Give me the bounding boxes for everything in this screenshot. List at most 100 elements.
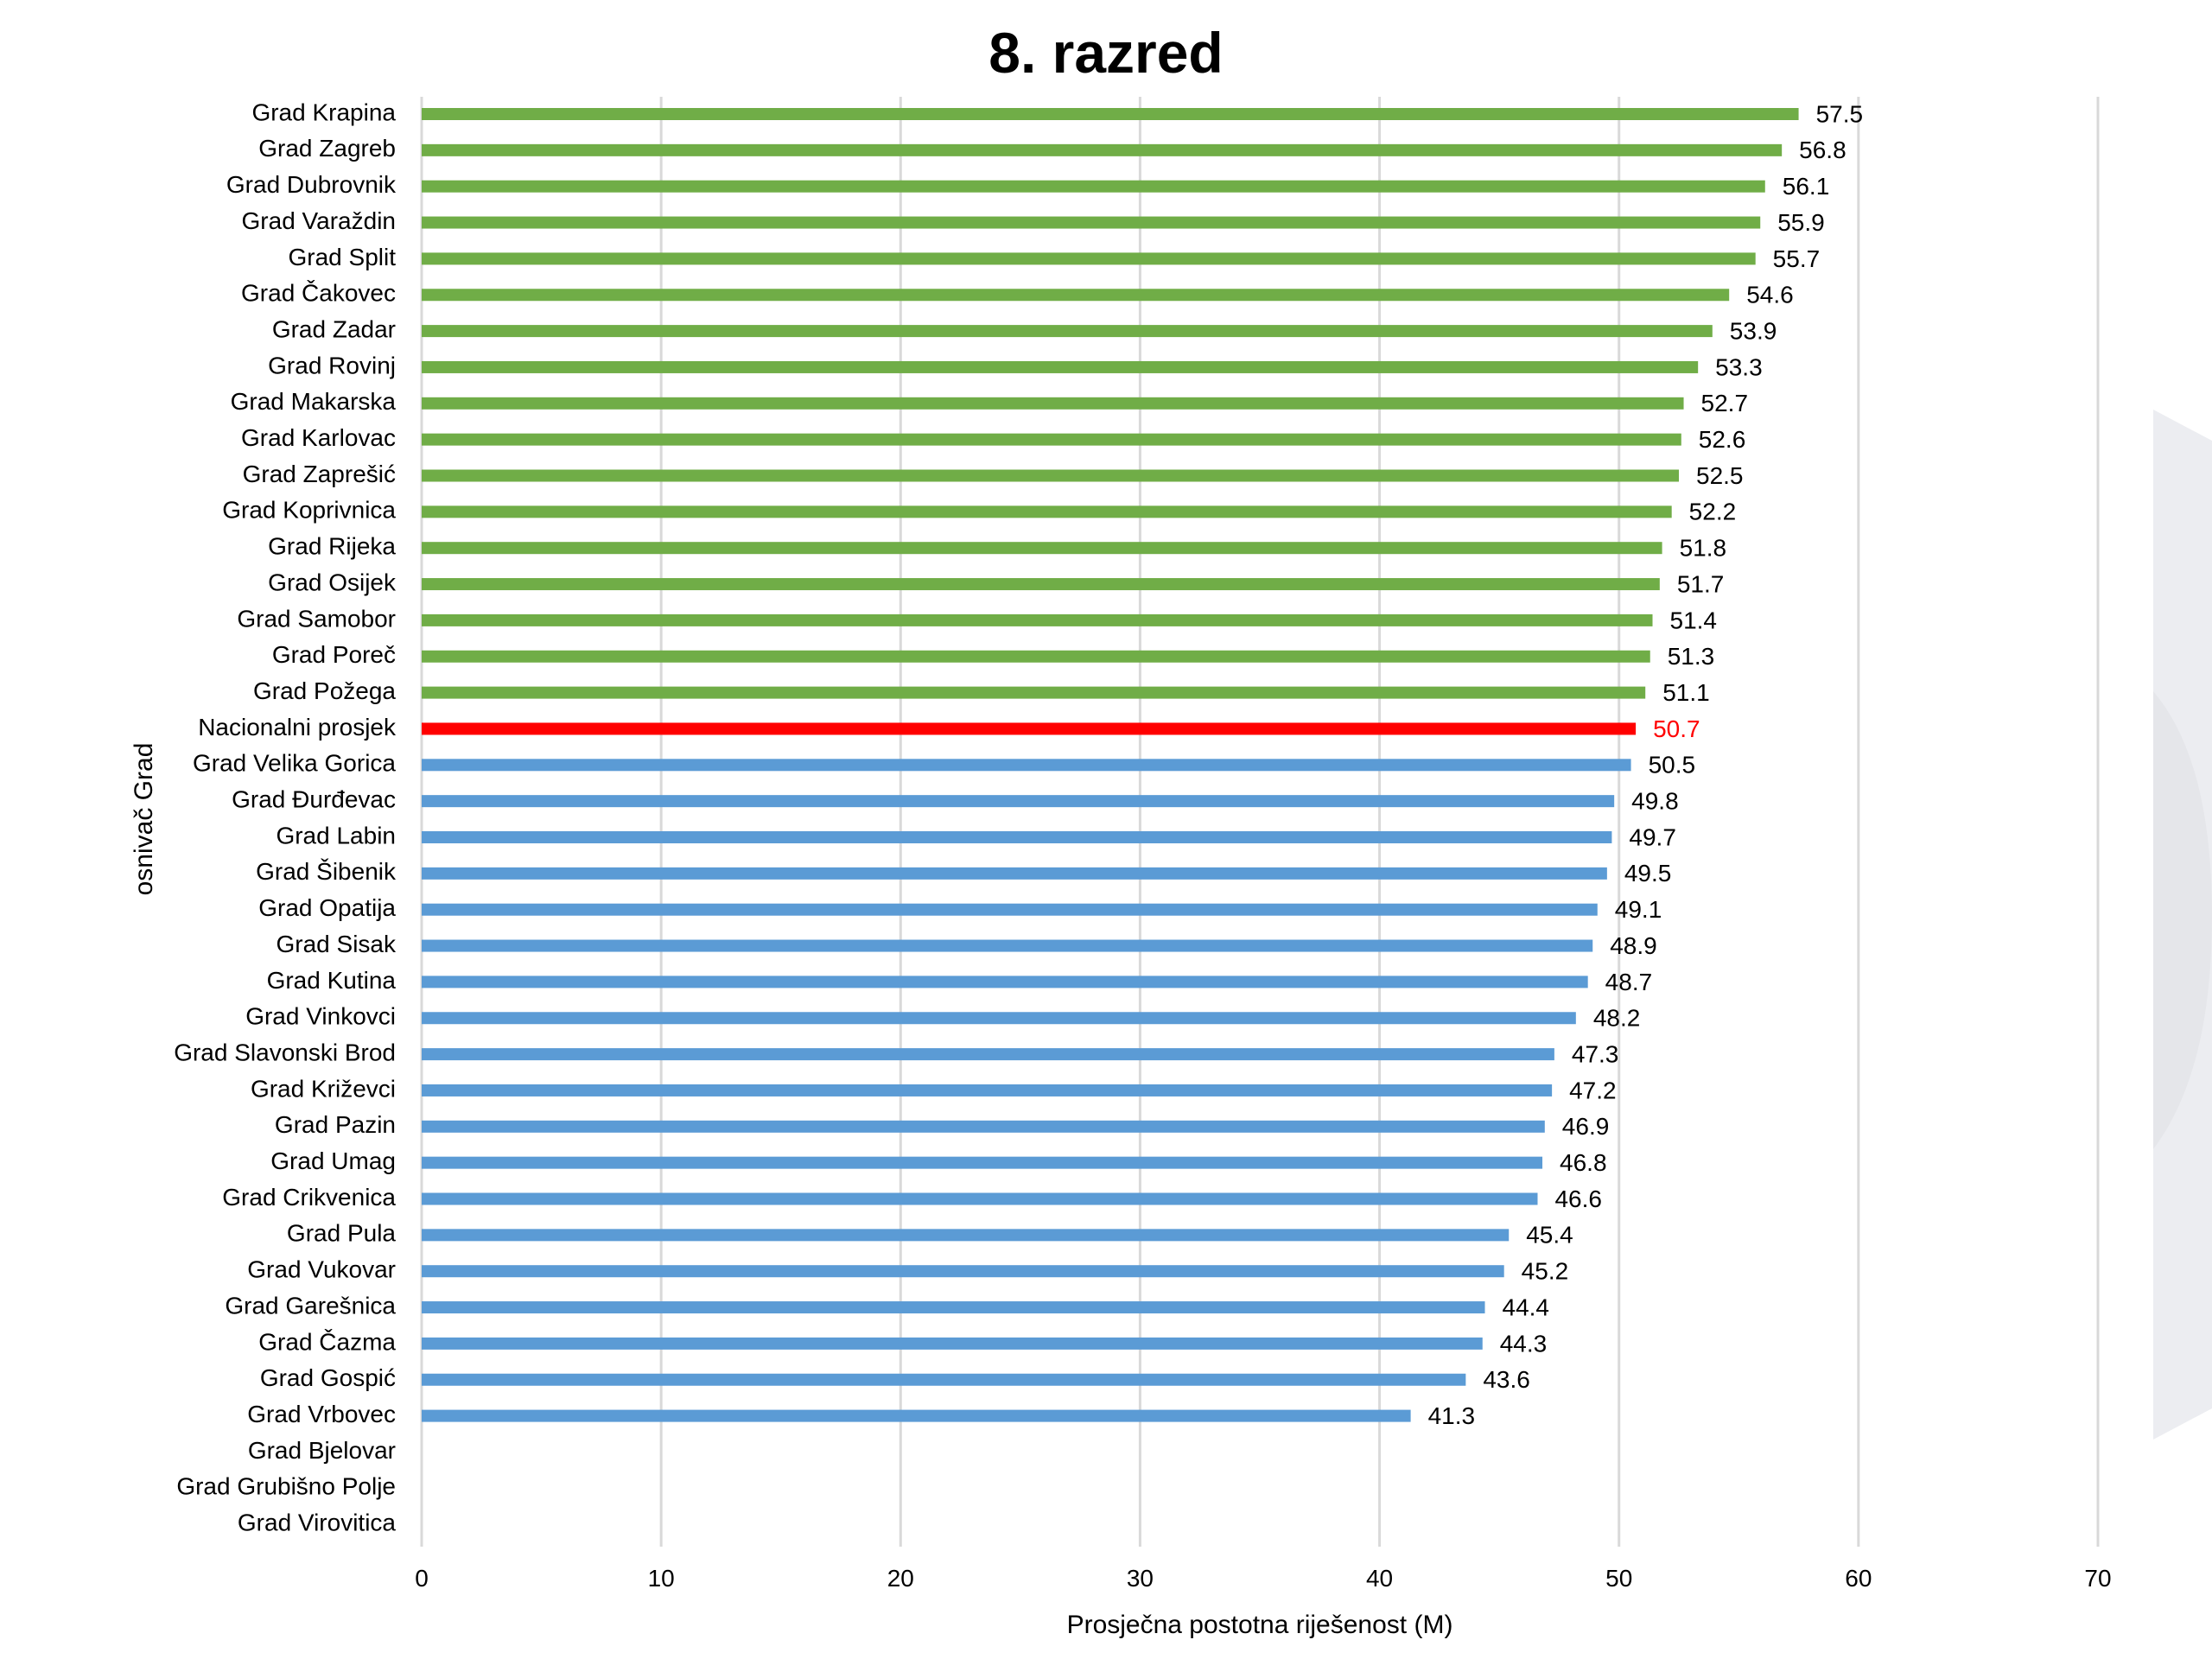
data-label: 54.6 — [1746, 282, 1794, 308]
data-label: 49.1 — [1615, 896, 1662, 923]
category-label: Grad Čazma — [258, 1328, 396, 1355]
bar — [422, 1301, 1485, 1314]
category-label: Grad Krapina — [251, 99, 396, 125]
category-label: Grad Kutina — [267, 967, 397, 994]
bar — [422, 1265, 1504, 1278]
data-label: 46.8 — [1560, 1149, 1607, 1176]
x-tick-label: 10 — [648, 1565, 675, 1592]
data-label: 47.2 — [1569, 1077, 1617, 1103]
bar — [422, 1229, 1510, 1242]
category-label: Grad Slavonski Brod — [174, 1039, 396, 1065]
category-label: Grad Rijeka — [268, 533, 396, 560]
bar — [422, 216, 1761, 229]
data-label: 48.9 — [1610, 932, 1657, 959]
category-label: Grad Vukovar — [247, 1256, 396, 1283]
bar — [422, 1192, 1538, 1205]
category-label: Grad Grubišno Polje — [176, 1473, 396, 1500]
bar — [422, 108, 1799, 120]
bar — [422, 469, 1679, 482]
category-label: Grad Križevci — [251, 1075, 396, 1102]
bar — [422, 433, 1681, 446]
bar — [422, 1012, 1576, 1025]
bar — [422, 505, 1672, 518]
bar — [422, 1409, 1411, 1422]
bar — [422, 759, 1631, 772]
data-label: 44.4 — [1503, 1294, 1550, 1320]
category-label: Grad Koprivnica — [222, 497, 396, 524]
category-label: Grad Varaždin — [242, 207, 396, 234]
bar — [422, 939, 1593, 952]
bar — [422, 252, 1756, 265]
x-tick-label: 20 — [887, 1565, 914, 1592]
bar — [422, 1048, 1554, 1061]
category-label: Grad Karlovac — [241, 424, 396, 451]
data-label: 46.6 — [1554, 1185, 1602, 1212]
bar — [422, 397, 1684, 410]
data-label: 41.3 — [1428, 1402, 1476, 1429]
y-axis-label: osnivač Grad — [130, 743, 158, 896]
data-label: 55.9 — [1777, 209, 1825, 236]
bar — [422, 976, 1588, 988]
category-label: Grad Bjelovar — [248, 1437, 396, 1464]
data-label: 51.1 — [1662, 679, 1710, 706]
bar — [422, 143, 1783, 156]
category-label: Grad Pula — [287, 1220, 396, 1247]
data-label: 50.7 — [1653, 715, 1700, 742]
category-label: Grad Čakovec — [241, 280, 396, 307]
data-label: 50.5 — [1649, 752, 1696, 779]
data-label: 44.3 — [1500, 1330, 1548, 1357]
data-label: 56.8 — [1799, 137, 1847, 163]
bar — [422, 180, 1765, 193]
x-tick-label: 70 — [2084, 1565, 2111, 1592]
bar — [422, 1156, 1543, 1169]
x-tick-label: 60 — [1845, 1565, 1872, 1592]
category-label: Grad Velika Gorica — [193, 750, 396, 777]
category-label: Grad Vinkovci — [245, 1003, 396, 1030]
data-label: 51.8 — [1680, 535, 1727, 562]
category-label: Grad Zaprešić — [243, 461, 396, 487]
data-label: 56.1 — [1783, 173, 1830, 200]
bar — [422, 1373, 1466, 1386]
category-label: Grad Đurđevac — [232, 786, 396, 813]
data-label: 57.5 — [1816, 100, 1864, 127]
category-label: Grad Opatija — [258, 894, 396, 921]
category-label: Grad Dubrovnik — [226, 171, 397, 198]
category-label: Grad Šibenik — [256, 858, 397, 885]
category-label: Grad Crikvenica — [222, 1184, 396, 1211]
category-label: Grad Poreč — [272, 641, 396, 668]
category-label: Grad Vrbovec — [247, 1401, 396, 1427]
x-axis-label: Prosječna postotna riješenost (M) — [1067, 1611, 1453, 1639]
data-label: 51.3 — [1668, 643, 1715, 670]
category-label: Grad Osijek — [268, 569, 397, 595]
data-label: 53.3 — [1715, 353, 1763, 380]
national-average-bar — [422, 722, 1637, 735]
bar — [422, 1337, 1483, 1350]
data-label: 49.8 — [1631, 788, 1679, 815]
category-label: Grad Zadar — [272, 315, 396, 342]
category-label: Grad Umag — [270, 1147, 396, 1174]
category-label: Grad Rovinj — [268, 352, 396, 378]
category-label: Grad Makarska — [231, 388, 397, 415]
data-label: 52.7 — [1701, 390, 1749, 416]
x-tick-label: 30 — [1127, 1565, 1154, 1592]
category-label: Grad Pazin — [275, 1111, 396, 1138]
bar — [422, 1084, 1553, 1096]
category-label: Grad Virovitica — [238, 1510, 397, 1536]
data-label: 51.4 — [1670, 607, 1718, 633]
bar — [422, 831, 1612, 843]
bar — [422, 650, 1650, 663]
data-label: 53.9 — [1730, 317, 1777, 344]
bar — [422, 360, 1699, 373]
data-label: 45.2 — [1522, 1258, 1569, 1285]
bar — [422, 542, 1662, 555]
data-label: 52.2 — [1689, 499, 1737, 525]
data-label: 49.5 — [1624, 860, 1672, 887]
data-label: 43.6 — [1483, 1366, 1530, 1393]
chart-title: 8. razred — [988, 21, 1223, 85]
x-tick-label: 50 — [1605, 1565, 1632, 1592]
data-label: 55.7 — [1773, 245, 1821, 272]
category-label: Grad Split — [289, 244, 397, 270]
x-tick-label: 40 — [1366, 1565, 1393, 1592]
category-label: Grad Zagreb — [258, 135, 396, 162]
